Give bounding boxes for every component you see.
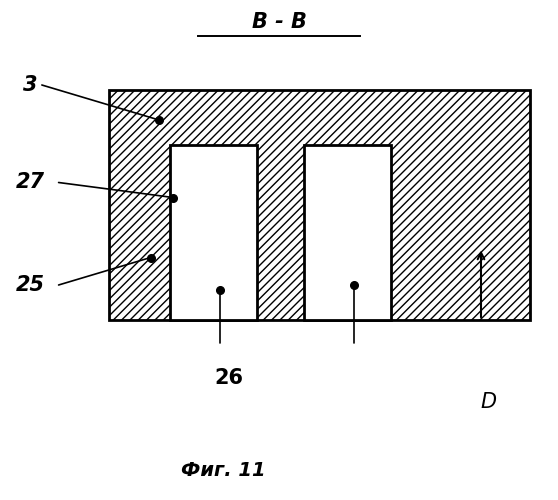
Bar xyxy=(109,90,530,320)
Text: 3: 3 xyxy=(23,75,38,95)
Text: 25: 25 xyxy=(16,275,45,295)
Bar xyxy=(304,145,391,320)
Text: Фиг. 11: Фиг. 11 xyxy=(181,460,266,479)
Text: D: D xyxy=(480,392,496,412)
Bar xyxy=(170,145,257,320)
Text: B - B: B - B xyxy=(252,12,306,32)
Text: 26: 26 xyxy=(214,368,243,388)
Text: 27: 27 xyxy=(16,172,45,193)
